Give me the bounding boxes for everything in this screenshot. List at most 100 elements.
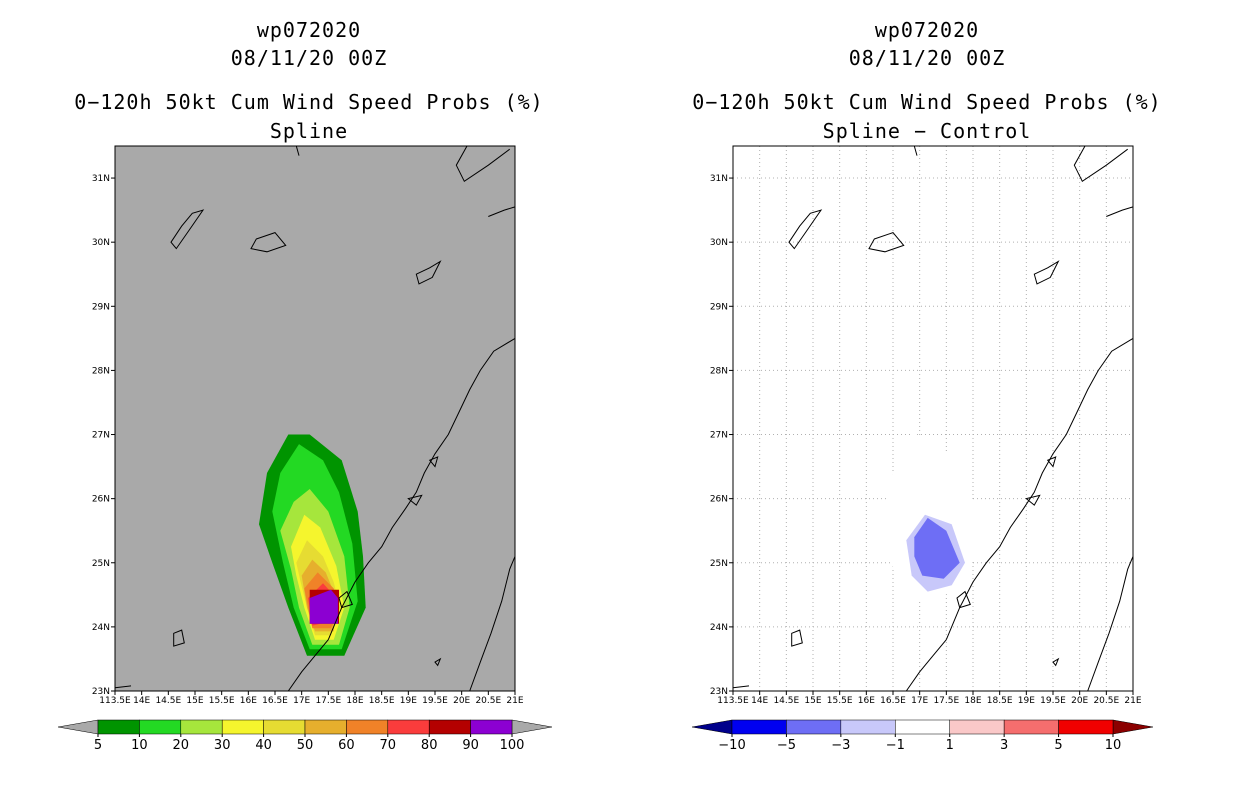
colorbar-over-triangle (1112, 719, 1154, 735)
x-tick-label: 16.5E (880, 696, 906, 706)
coastline (945, 337, 1134, 640)
colorbar-segment (346, 719, 389, 735)
colorbar-segment (1058, 719, 1114, 735)
y-tick-label: 28N (92, 366, 110, 376)
coastline (732, 685, 750, 689)
coastline (1087, 556, 1134, 692)
coastline (469, 556, 516, 692)
colorbar-segment (731, 719, 787, 735)
island-outline (791, 629, 803, 647)
y-tick-label: 24N (710, 623, 728, 633)
coastline (114, 685, 132, 689)
coastline (488, 206, 516, 217)
island-outline (173, 629, 185, 647)
right-subtitle: Spline − Control (822, 119, 1032, 143)
island-outline (428, 456, 439, 468)
y-tick-label: 30N (92, 238, 110, 248)
colorbar-label: 1 (946, 738, 954, 753)
right-chart-svg: 23N 24N 25N 26N 27N 28N 29N 30N 31N 113.5E 14E 14.5… (691, 145, 1154, 753)
colorbar-segment (263, 719, 306, 735)
island-outline (1033, 260, 1060, 285)
y-tick-label: 23N (710, 687, 728, 697)
colorbar-segment (304, 719, 347, 735)
x-tick-label: 15.5E (209, 696, 235, 706)
x-tick-label: 20E (1071, 696, 1088, 706)
left-title: 0−120h 50kt Cum Wind Speed Probs (%) (74, 90, 544, 114)
x-tick-label: 15E (804, 696, 821, 706)
x-tick-label: 18.5E (987, 696, 1013, 706)
x-tick-label: 19.5E (422, 696, 448, 706)
x-tick-label: 16E (240, 696, 257, 706)
colorbar-label: −3 (831, 738, 850, 753)
x-tick-label: 14.5E (155, 696, 181, 706)
island-outline (1052, 657, 1060, 667)
x-tick-label: 21E (1124, 696, 1141, 706)
colorbar-label: 5 (1054, 738, 1062, 753)
x-tick-label: 19E (1018, 696, 1035, 706)
island-outline (913, 145, 918, 156)
x-tick-label: 17E (911, 696, 928, 706)
y-tick-label: 29N (92, 302, 110, 312)
colorbar-label: 30 (214, 738, 231, 753)
colorbar-segment (470, 719, 513, 735)
colorbar-label: 50 (297, 738, 314, 753)
x-tick-label: 113.5E (99, 696, 131, 706)
plot-frame (732, 145, 1134, 692)
island-outline (956, 590, 971, 609)
island-outline (407, 494, 423, 506)
colorbar-segment (786, 719, 842, 735)
island-outline (788, 209, 823, 250)
island-outline (1046, 456, 1057, 468)
colorbar-segment (840, 719, 896, 735)
colorbar-over-triangle (511, 719, 553, 735)
left-datetime: 08/11/20 00Z (230, 46, 388, 70)
island-outline (250, 232, 287, 253)
colorbar-under-triangle (57, 719, 99, 735)
island-outline (170, 209, 205, 250)
colorbar-label: 80 (421, 738, 438, 753)
y-tick-label: 26N (710, 495, 728, 505)
contour-level-neg5 (914, 517, 960, 579)
colorbar-label: 20 (173, 738, 190, 753)
colorbar-label: −5 (777, 738, 796, 753)
left-storm-id: wp072020 (256, 18, 362, 42)
contour-level-100 (312, 594, 337, 622)
x-tick-label: 14E (133, 696, 150, 706)
coastline (1073, 145, 1128, 183)
coastline (905, 639, 947, 692)
y-tick-label: 28N (710, 366, 728, 376)
colorbar-label: 3 (1000, 738, 1008, 753)
right-title: 0−120h 50kt Cum Wind Speed Probs (%) (692, 90, 1162, 114)
y-tick-label: 27N (710, 431, 728, 441)
island-outline (295, 145, 300, 156)
y-tick-label: 25N (92, 559, 110, 569)
x-tick-label: 18E (964, 696, 981, 706)
colorbar-label: 100 (500, 738, 525, 753)
x-tick-label: 18.5E (369, 696, 395, 706)
left-subtitle: Spline (269, 119, 349, 143)
plot-background (733, 146, 1133, 691)
right-datetime: 08/11/20 00Z (848, 46, 1006, 70)
x-tick-label: 21E (506, 696, 523, 706)
x-tick-label: 20.5E (475, 696, 501, 706)
colorbar-segment (1003, 719, 1059, 735)
right-panel: wp072020 08/11/20 00Z 0−120h 50kt Cum Wi… (618, 0, 1236, 800)
right-storm-id: wp072020 (874, 18, 980, 42)
plot-frame (114, 145, 516, 692)
colorbar-label: 40 (255, 738, 272, 753)
coastline (327, 337, 516, 640)
colorbar-label: −1 (886, 738, 905, 753)
y-tick-label: 23N (92, 687, 110, 697)
x-tick-label: 17E (293, 696, 310, 706)
y-tick-label: 27N (92, 431, 110, 441)
x-tick-label: 14E (751, 696, 768, 706)
x-tick-label: 20E (453, 696, 470, 706)
colorbar-label: 10 (131, 738, 148, 753)
colorbar-label: 90 (462, 738, 479, 753)
island-outline (1025, 494, 1041, 506)
y-tick-label: 26N (92, 495, 110, 505)
colorbar-segment (221, 719, 264, 735)
colorbar-segment (387, 719, 430, 735)
y-tick-label: 29N (710, 302, 728, 312)
x-tick-label: 14.5E (773, 696, 799, 706)
